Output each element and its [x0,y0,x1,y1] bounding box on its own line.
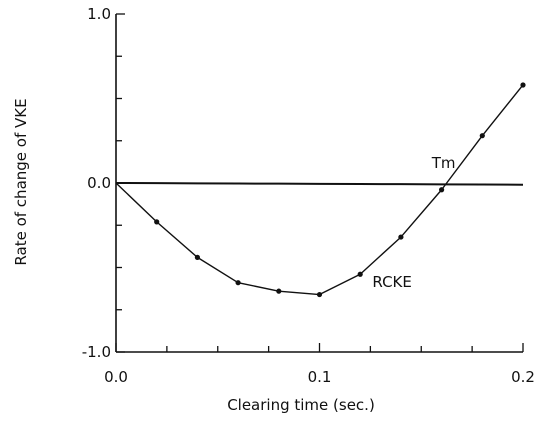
series-label-rcke: RCKE [372,273,411,291]
x-tick-label: 0.1 [308,368,332,386]
series-line-rcke [115,84,524,296]
labels: Clearing time (sec.) Rate of change of V… [12,98,375,414]
data-point-rcke [235,280,241,286]
data-point-rcke [520,82,526,88]
data-point-rcke [479,133,485,139]
y-tick-label: 0.0 [87,174,111,192]
y-tick-label: -1.0 [82,343,111,361]
series: Tm RCKE [115,82,526,298]
data-point-rcke [398,234,404,240]
series-line-tm [115,182,524,186]
data-point-rcke [316,291,323,298]
ticks: -1.0 0.0 1.0 0.0 0.1 0.2 [82,5,535,386]
x-axis-title: Clearing time (sec.) [227,396,375,414]
x-tick-label: 0.2 [511,368,535,386]
data-point-rcke [276,288,282,294]
data-point-rcke [154,219,160,225]
data-point-rcke [439,187,445,193]
data-point-rcke [357,271,363,277]
y-tick-label: 1.0 [87,5,111,23]
series-label-tm: Tm [431,154,456,172]
x-tick-label: 0.0 [104,368,128,386]
y-axis-title: Rate of change of VKE [12,98,30,265]
data-point-rcke [194,254,200,260]
